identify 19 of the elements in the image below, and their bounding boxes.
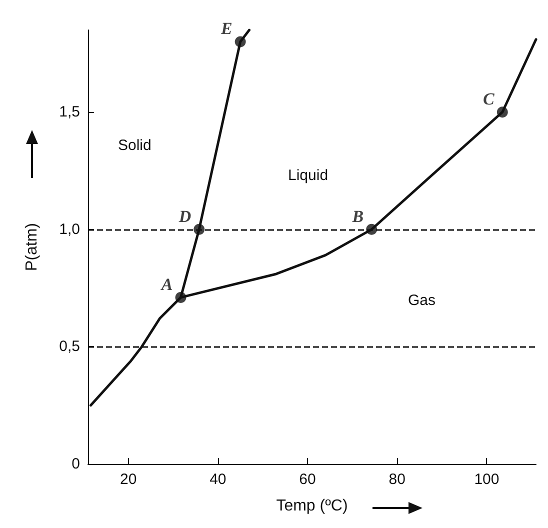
annotation: B (351, 206, 364, 226)
y-tick-label: 1,0 (59, 220, 80, 238)
x-tick-label: 20 (120, 471, 137, 488)
annotation: Liquid (288, 167, 328, 184)
annotation: C (483, 90, 496, 109)
annotation: Solid (118, 137, 152, 154)
x-tick-label: 80 (388, 471, 406, 488)
y-tick-label: 1,5 (59, 104, 80, 121)
annotation: D (178, 206, 192, 226)
x-axis-title: Temp (ºC) (276, 498, 348, 514)
x-tick-label: 100 (474, 471, 500, 488)
annotation: A (160, 274, 173, 294)
y-tick-label: 0,5 (59, 338, 80, 356)
x-tick-label: 40 (210, 471, 226, 488)
annotation: Gas (408, 292, 436, 309)
y-tick-label: 0 (72, 456, 80, 472)
y-axis-title: P(atm) (24, 223, 40, 271)
x-tick-label: 60 (299, 471, 316, 488)
annotation: E (220, 19, 232, 38)
